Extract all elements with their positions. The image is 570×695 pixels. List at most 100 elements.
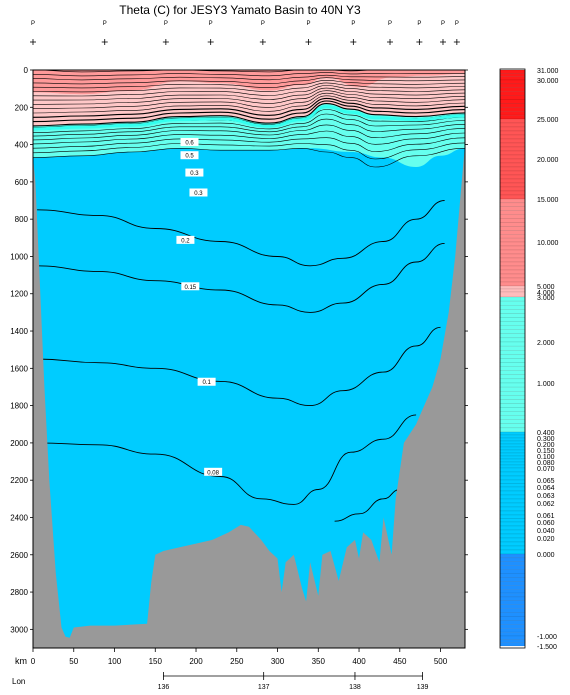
colorbar-cell bbox=[499, 415, 526, 420]
colorbar-cell bbox=[499, 366, 526, 371]
contour-label-text: 0.5 bbox=[185, 154, 194, 160]
colorbar-cell bbox=[499, 467, 526, 473]
station-marker: P bbox=[439, 21, 446, 45]
station-marker: P bbox=[101, 21, 108, 45]
contour-label: 0.08 bbox=[204, 467, 223, 476]
colorbar-cell bbox=[499, 354, 526, 359]
surface-contour bbox=[33, 87, 465, 101]
colorbar-cell bbox=[499, 529, 526, 535]
contour-labels: 0.6 0.5 0.3 0.3 0.2 0.15 0.1 0.08 bbox=[176, 137, 223, 476]
thermocline-contour bbox=[33, 130, 465, 145]
colorbar-cell bbox=[499, 170, 526, 176]
colorbar-cell bbox=[499, 427, 526, 433]
colorbar-cell bbox=[499, 241, 526, 247]
colorbar-cell bbox=[499, 190, 526, 196]
colorbar-cell bbox=[499, 461, 526, 466]
y-tick-label: 800 bbox=[15, 215, 29, 224]
y-tick-label: 2800 bbox=[10, 588, 28, 597]
y-tick-label: 1600 bbox=[10, 364, 28, 373]
y-tick-label: 200 bbox=[15, 103, 29, 112]
colorbar-cell bbox=[499, 210, 526, 215]
colorbar-cell bbox=[499, 313, 526, 318]
thermocline-contour bbox=[33, 118, 465, 137]
station-marker: P bbox=[387, 21, 394, 45]
colorbar-cell bbox=[499, 514, 526, 519]
station-marker: P bbox=[305, 21, 312, 45]
colorbar-cell bbox=[499, 533, 526, 539]
x-tick-label: 250 bbox=[230, 657, 244, 666]
colorbar-cell bbox=[499, 277, 526, 283]
station-label: P bbox=[31, 21, 35, 27]
lon-axis: Lon 136 137 138 139 bbox=[12, 672, 429, 691]
colorbar-cell bbox=[499, 541, 526, 547]
colorbar-tick-label: 10.000 bbox=[537, 240, 559, 247]
station-label: P bbox=[388, 21, 392, 27]
contour-label: 0.2 bbox=[176, 235, 195, 244]
surface-contour bbox=[33, 103, 465, 127]
x-tick-label: 100 bbox=[108, 657, 122, 666]
x-axis-label: km bbox=[15, 656, 27, 666]
colorbar: 31.000 30.000 25.000 20.000 15.000 10.000 5.00… bbox=[499, 68, 559, 651]
surface-contour bbox=[33, 97, 465, 118]
bathymetry bbox=[33, 144, 465, 648]
colorbar-cell bbox=[499, 99, 526, 104]
colorbar-tick-label: 30.000 bbox=[537, 78, 559, 85]
contour-label-bg bbox=[180, 137, 199, 146]
colorbar-tick-label: 0.150 bbox=[537, 448, 555, 455]
y-tick-label: 1400 bbox=[10, 327, 28, 336]
colorbar-cell bbox=[499, 134, 526, 140]
contour-label-text: 0.6 bbox=[185, 140, 194, 146]
colorbar-cell bbox=[499, 370, 526, 375]
colorbar-frame bbox=[499, 68, 526, 649]
colorbar-cell bbox=[499, 350, 526, 355]
colorbar-cell bbox=[499, 382, 526, 388]
colorbar-cell bbox=[499, 642, 526, 647]
colorbar-cell bbox=[499, 502, 526, 508]
colorbar-cell bbox=[499, 178, 526, 184]
colorbar-cell bbox=[499, 399, 526, 404]
contour-label-bg bbox=[189, 188, 208, 197]
y-tick-label: 2400 bbox=[10, 513, 28, 522]
colorbar-cell bbox=[499, 118, 526, 124]
colorbar-cell bbox=[499, 434, 526, 439]
colorbar-cell bbox=[499, 437, 526, 442]
plot-frame bbox=[32, 69, 466, 649]
station-label: P bbox=[441, 21, 445, 27]
colorbar-tick-label: -1.000 bbox=[537, 634, 557, 641]
lon-axis-label: Lon bbox=[12, 677, 25, 686]
x-tick-label: 150 bbox=[149, 657, 163, 666]
colorbar-cell bbox=[499, 245, 526, 251]
colorbar-cell bbox=[499, 288, 526, 293]
colorbar-cell bbox=[499, 358, 526, 363]
colorbar-tick-label: 0.062 bbox=[537, 501, 555, 508]
colorbar-cell bbox=[499, 616, 526, 621]
station-label: P bbox=[164, 21, 168, 27]
colorbar-tick-label: 0.060 bbox=[537, 520, 555, 527]
colorbar-cell bbox=[499, 386, 526, 392]
contour-line bbox=[37, 200, 445, 267]
colorbar-cell bbox=[499, 154, 526, 160]
y-tick-label: 3000 bbox=[10, 625, 28, 634]
colorbar-cell bbox=[499, 226, 526, 231]
colorbar-cell bbox=[499, 458, 526, 463]
colorbar-cell bbox=[499, 182, 526, 188]
colorbar-tick-label: 0.020 bbox=[537, 536, 555, 543]
colorbar-cell bbox=[499, 138, 526, 144]
colorbar-cell bbox=[499, 158, 526, 164]
surface-contour bbox=[33, 92, 465, 109]
colorbar-cell bbox=[499, 345, 526, 351]
colorbar-tick-label: 0.100 bbox=[537, 454, 555, 461]
colorbar-cell bbox=[499, 577, 526, 582]
colorbar-cell bbox=[499, 545, 526, 551]
colorbar-cell bbox=[499, 325, 526, 330]
colorbar-tick-label: 2.000 bbox=[537, 340, 555, 347]
contour-label-bg bbox=[204, 467, 223, 476]
colorbar-cell bbox=[499, 395, 526, 400]
colorbar-cell bbox=[499, 557, 526, 562]
x-tick-label: 400 bbox=[352, 657, 366, 666]
station-label: P bbox=[455, 21, 459, 27]
thermocline-contour bbox=[33, 147, 465, 168]
surface-contours bbox=[33, 70, 465, 127]
colorbar-tick-label: 31.000 bbox=[537, 68, 559, 75]
colorbar-cell bbox=[499, 87, 526, 92]
